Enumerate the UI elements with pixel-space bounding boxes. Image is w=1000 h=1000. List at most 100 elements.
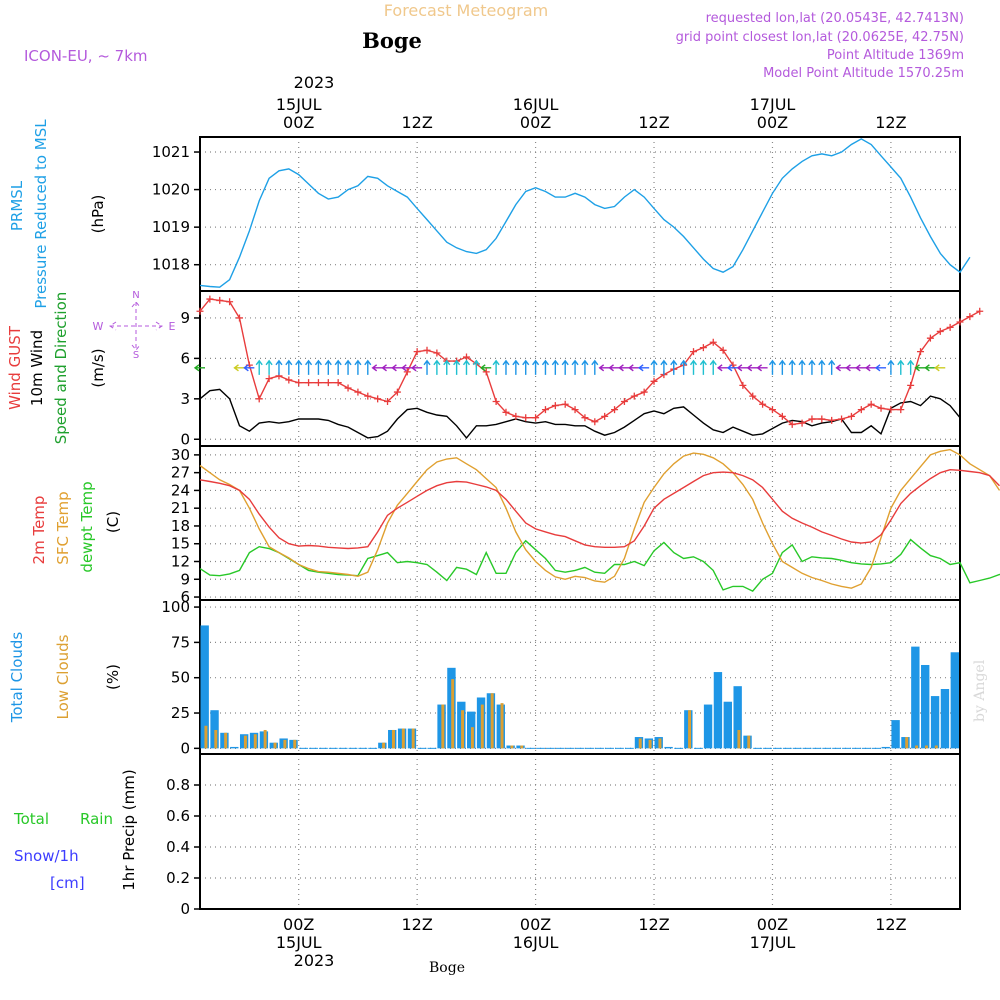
y-tick-label: 9 bbox=[180, 570, 190, 588]
wind-direction-arrow bbox=[541, 359, 550, 375]
snow-label: Snow/1h bbox=[14, 847, 79, 865]
y-tick-label: 0.2 bbox=[166, 869, 190, 887]
gust-marker bbox=[778, 412, 786, 420]
wind-direction-arrow bbox=[275, 359, 283, 375]
gust-marker bbox=[522, 414, 530, 422]
gust-marker bbox=[255, 395, 263, 403]
wind-speed-line bbox=[199, 388, 961, 440]
wind-direction-arrow bbox=[285, 359, 293, 375]
dewpoint-label: dewpt Temp bbox=[78, 481, 96, 572]
gust-marker bbox=[818, 415, 826, 423]
gust-marker bbox=[433, 349, 441, 357]
gust-marker bbox=[897, 406, 905, 414]
gust-marker bbox=[936, 327, 944, 335]
gust-marker bbox=[206, 295, 214, 303]
wind-direction-arrow bbox=[628, 364, 640, 372]
wind-direction-arrow bbox=[561, 359, 569, 375]
station-name: Boge bbox=[362, 28, 422, 53]
y-tick-label: 100 bbox=[161, 598, 190, 616]
gust-marker bbox=[976, 307, 984, 315]
low-cloud-bar bbox=[243, 735, 247, 749]
low-cloud-bar bbox=[214, 729, 218, 749]
wind-direction-arrow bbox=[670, 359, 678, 375]
wind-direction-arrow bbox=[808, 359, 816, 375]
wind-direction-arrow bbox=[618, 364, 630, 372]
gust-marker bbox=[699, 344, 707, 352]
gust-marker bbox=[640, 388, 648, 396]
wind-direction-arrow bbox=[492, 359, 500, 375]
gust-marker bbox=[551, 402, 559, 410]
gust-marker bbox=[926, 334, 934, 342]
wind-direction-arrow bbox=[512, 359, 520, 375]
pressure-line bbox=[199, 138, 971, 288]
gust-marker bbox=[768, 406, 776, 414]
gust-marker bbox=[838, 415, 846, 423]
bottom-tick-label: 12Z bbox=[401, 915, 432, 934]
total-cloud-bar bbox=[930, 696, 940, 749]
gust-marker bbox=[561, 400, 569, 408]
rain-label-total: Total bbox=[13, 810, 49, 828]
total-cloud-bar bbox=[664, 746, 673, 749]
gust-marker bbox=[877, 404, 885, 412]
wind-direction-arrow bbox=[818, 359, 826, 375]
wind-direction-arrow bbox=[835, 364, 847, 372]
low-cloud-bar bbox=[915, 745, 919, 749]
point-altitude: Point Altitude 1369m bbox=[827, 48, 964, 63]
wind-direction-arrow bbox=[364, 359, 372, 375]
low-cloud-bar bbox=[510, 745, 514, 749]
gust-marker bbox=[739, 381, 747, 389]
wind-direction-arrow bbox=[726, 364, 738, 372]
low-cloud-bar bbox=[401, 728, 405, 749]
wind-direction-arrow bbox=[756, 364, 768, 372]
top-date-label: 16JUL bbox=[513, 95, 559, 114]
gust-marker bbox=[591, 418, 599, 426]
wind-direction-arrow bbox=[472, 359, 480, 375]
wind-direction-arrow bbox=[344, 359, 352, 375]
compass-legend: N S W E bbox=[93, 290, 176, 361]
gust-marker bbox=[541, 406, 549, 414]
gust-marker bbox=[788, 420, 796, 428]
wind-direction-arrow bbox=[788, 359, 796, 375]
y-tick-label: 18 bbox=[171, 517, 190, 535]
low-cloud-bar bbox=[747, 735, 751, 749]
low-cloud-bar bbox=[470, 727, 474, 749]
gust-marker bbox=[611, 406, 619, 414]
low-cloud-bar bbox=[480, 704, 484, 749]
total-cloud-bar bbox=[210, 710, 219, 749]
gust-marker bbox=[907, 381, 915, 389]
low-cloud-bar bbox=[391, 729, 395, 749]
low-cloud-bar bbox=[441, 704, 445, 749]
gust-marker bbox=[946, 323, 954, 331]
y-tick-label: 50 bbox=[171, 669, 190, 687]
y-tick-label: 0.6 bbox=[166, 807, 190, 825]
low-cloud-bar bbox=[688, 710, 692, 749]
wind-direction-arrow bbox=[828, 359, 836, 375]
compass-arrows bbox=[109, 301, 163, 351]
total-cloud-bar bbox=[230, 746, 239, 749]
low-cloud-bar bbox=[934, 745, 938, 749]
model-name: ICON-EU, ~ 7km bbox=[24, 47, 148, 65]
wind-direction-arrow bbox=[874, 364, 887, 372]
wind-direction-arrow bbox=[443, 359, 451, 375]
total-cloud-label: Total Clouds bbox=[8, 632, 26, 724]
compass-e: E bbox=[169, 320, 176, 333]
compass-s: S bbox=[133, 350, 139, 361]
wind-direction-arrow bbox=[314, 359, 323, 375]
low-cloud-bar bbox=[638, 738, 642, 749]
gust-marker bbox=[956, 318, 964, 326]
wind-direction-arrow bbox=[716, 364, 729, 372]
wind-direction-arrow bbox=[324, 359, 332, 375]
bottom-date-label: 17JUL bbox=[750, 933, 796, 952]
gust-marker bbox=[492, 398, 500, 406]
y-tick-label: 25 bbox=[171, 704, 190, 722]
panel-precipitation: 0 0.2 0.4 0.6 0.8 Total Rain Snow/1h [cm] 1hr Pre… bbox=[13, 753, 961, 918]
y-tick-label: 30 bbox=[171, 446, 190, 464]
gust-marker bbox=[571, 406, 579, 414]
wind-direction-arrow bbox=[522, 359, 530, 375]
low-cloud-bar bbox=[204, 725, 208, 749]
y-tick-label: 6 bbox=[180, 588, 190, 606]
low-cloud-bar bbox=[490, 693, 494, 749]
wind-direction-arrow bbox=[255, 359, 263, 375]
total-cloud-bar bbox=[921, 664, 930, 749]
total-cloud-bar bbox=[891, 720, 900, 749]
